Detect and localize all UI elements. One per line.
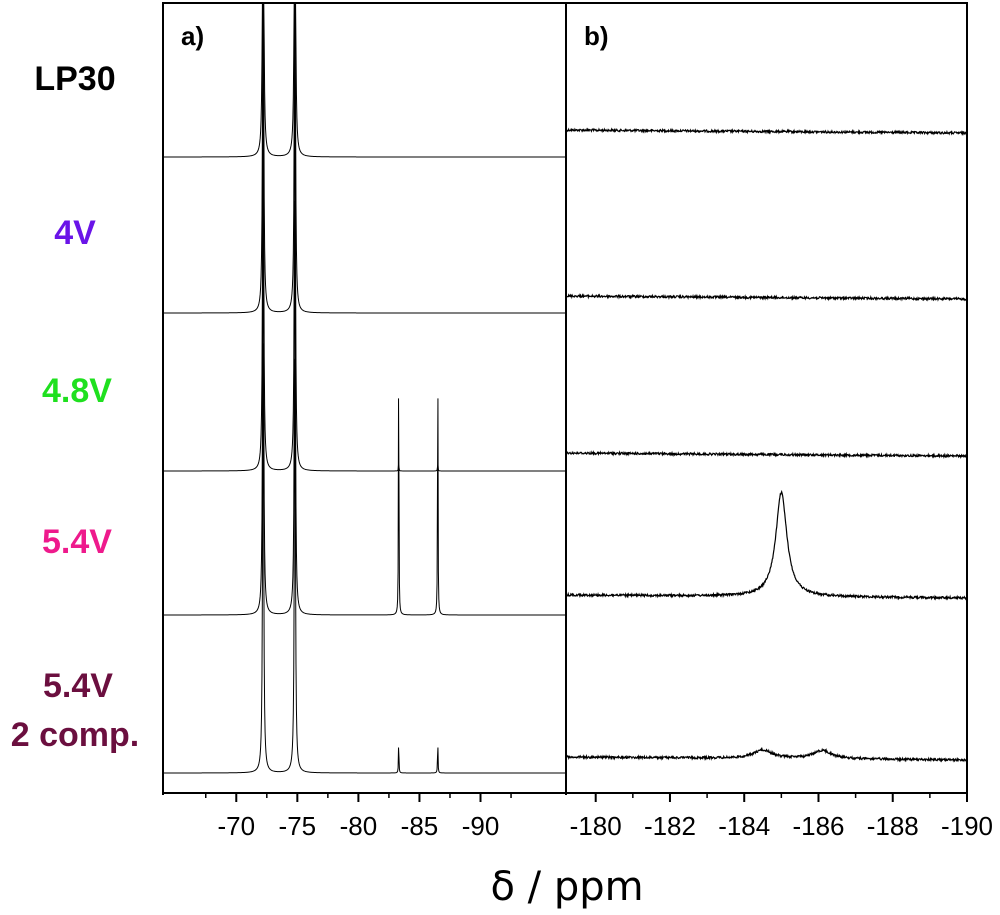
x-tick-label: -184 <box>718 811 770 841</box>
series-line-4-8v <box>163 41 566 472</box>
sample-label: 4.8V <box>42 372 112 410</box>
panel-label: a) <box>181 21 204 51</box>
series-line-5-4v <box>163 185 566 616</box>
series-line-lp30 <box>566 127 967 137</box>
series-line-5-4v <box>566 489 967 601</box>
x-tick-label: -186 <box>792 811 844 841</box>
x-tick-label: -180 <box>570 811 622 841</box>
series-line-5-4v-2-comp- <box>566 746 967 763</box>
x-tick-label: -182 <box>644 811 696 841</box>
x-tick-label: -85 <box>401 811 439 841</box>
panel-b: -180 -182 -184 -186 -188 -190 b) <box>565 2 993 841</box>
panel-label: b) <box>584 21 609 51</box>
x-tick-label: -188 <box>867 811 919 841</box>
x-tick-label: -90 <box>462 811 500 841</box>
plot-frame <box>565 2 968 794</box>
plot-frame <box>162 2 567 794</box>
series-line-4v <box>163 3 566 314</box>
sample-label: 5.4V <box>42 523 112 561</box>
series-line-lp30 <box>163 3 566 158</box>
sample-label: 4V <box>54 214 96 252</box>
sample-label: 2 comp. <box>11 716 139 754</box>
x-tick-label: -70 <box>217 811 255 841</box>
series-line-4v <box>566 293 967 302</box>
x-tick-label: -190 <box>941 811 993 841</box>
panel-a: -70 -75 -80 -85 -90 a) <box>162 2 567 841</box>
sample-label: 5.4V <box>43 667 113 705</box>
series-line-5-4v-2-comp- <box>163 343 566 774</box>
x-tick-label: -75 <box>279 811 317 841</box>
x-tick-label: -80 <box>340 811 378 841</box>
series-line-4-8v <box>566 449 967 459</box>
sample-labels: LP30 4V 4.8V 5.4V 5.4V 2 comp. <box>11 60 139 754</box>
sample-label: LP30 <box>34 60 115 98</box>
x-axis-title: δ / ppm <box>490 864 643 910</box>
